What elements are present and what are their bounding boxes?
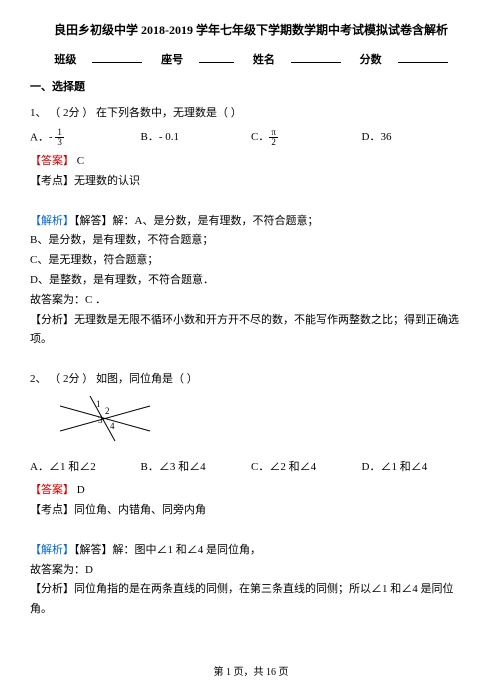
jx1-fx: 【分析】无理数是无限不循环小数和开方开不尽的数，不能写作两整数之比；得到正确选项… <box>30 311 472 351</box>
jx-label: 【解析】 <box>30 544 74 556</box>
kaodian-1: 【考点】无理数的认识 <box>30 172 472 192</box>
seat-blank <box>199 50 234 63</box>
jx2-fx: 【分析】同位角指的是在两条直线的同侧，在第三条直线的同侧；所以∠1 和∠4 是同… <box>30 580 472 620</box>
info-row: 班级 座号 姓名 分数 <box>30 50 472 71</box>
fraction-icon: 13 <box>55 128 64 147</box>
fig-label-3: 3 <box>98 415 103 425</box>
answer-2: 【答案】 D <box>30 481 472 501</box>
kp-label: 【考点】 <box>30 504 74 516</box>
jx-lead: 【解答】解：A、是分数，是有理数，不符合题意； <box>74 215 318 227</box>
q2-options: A．∠1 和∠2 B．∠3 和∠4 C．∠2 和∠4 D．∠1 和∠4 <box>30 458 472 478</box>
kaodian-2: 【考点】同位角、内错角、同旁内角 <box>30 501 472 521</box>
q1-stem: 1、 （ 2分 ） 在下列各数中，无理数是（ ） <box>30 104 472 124</box>
frac-den: 3 <box>55 138 64 147</box>
angle-figure-svg: 1 2 3 4 <box>60 396 155 444</box>
page-footer: 第 1 页，共 16 页 <box>30 664 472 682</box>
section-heading: 一、选择题 <box>30 78 472 98</box>
fig-line3 <box>90 396 115 441</box>
q2-optA: A．∠1 和∠2 <box>30 458 141 478</box>
jx1-so: 故答案为：C ． <box>30 291 472 311</box>
kp-label: 【考点】 <box>30 175 74 187</box>
q2-figure: 1 2 3 4 <box>60 396 472 452</box>
jx-label: 【解析】 <box>30 215 74 227</box>
optC-label: C． <box>251 131 269 143</box>
score-label: 分数 <box>360 51 382 71</box>
kp-text: 无理数的认识 <box>74 175 140 187</box>
q1-optC: C．π2 <box>251 128 362 148</box>
fig-label-1: 1 <box>96 399 101 409</box>
q2-stem: 2、 （ 2分 ） 如图，同位角是（ ） <box>30 370 472 390</box>
q2-optB: B．∠3 和∠4 <box>141 458 252 478</box>
answer-value: C <box>77 155 84 167</box>
jx-lead: 【解答】解：图中∠1 和∠4 是同位角， <box>74 544 261 556</box>
doc-title: 良田乡初级中学 2018-2019 学年七年级下学期数学期中考试模拟试卷含解析 <box>30 20 472 42</box>
answer-label: 【答案】 <box>30 484 74 496</box>
q1-optA: A．- 13 <box>30 128 141 148</box>
q1-optD: D．36 <box>362 128 473 148</box>
jx1-c: C、是无理数，符合题意； <box>30 251 472 271</box>
fig-label-2: 2 <box>105 406 110 416</box>
jx2-so: 故答案为：D <box>30 561 472 581</box>
jiexi-1-lead: 【解析】【解答】解：A、是分数，是有理数，不符合题意； <box>30 212 472 232</box>
answer-1: 【答案】 C <box>30 152 472 172</box>
fig-label-4: 4 <box>110 421 115 431</box>
score-blank <box>398 50 448 63</box>
fraction-icon: π2 <box>269 128 278 147</box>
answer-label: 【答案】 <box>30 155 74 167</box>
jiexi-2-lead: 【解析】【解答】解：图中∠1 和∠4 是同位角， <box>30 541 472 561</box>
class-blank <box>92 50 142 63</box>
class-label: 班级 <box>54 51 76 71</box>
q1-options: A．- 13 B．- 0.1 C．π2 D．36 <box>30 128 472 148</box>
name-blank <box>291 50 341 63</box>
name-label: 姓名 <box>253 51 275 71</box>
jx1-d: D、是整数，是有理数，不符合题意． <box>30 271 472 291</box>
jx1-b: B、是分数，是有理数，不符合题意； <box>30 231 472 251</box>
kp-text: 同位角、内错角、同旁内角 <box>74 504 206 516</box>
frac-den: 2 <box>269 138 278 147</box>
q2-optC: C．∠2 和∠4 <box>251 458 362 478</box>
optA-label: A． <box>30 131 49 143</box>
answer-value: D <box>77 484 85 496</box>
q1-optB: B．- 0.1 <box>141 128 252 148</box>
seat-label: 座号 <box>161 51 183 71</box>
q2-optD: D．∠1 和∠4 <box>362 458 473 478</box>
